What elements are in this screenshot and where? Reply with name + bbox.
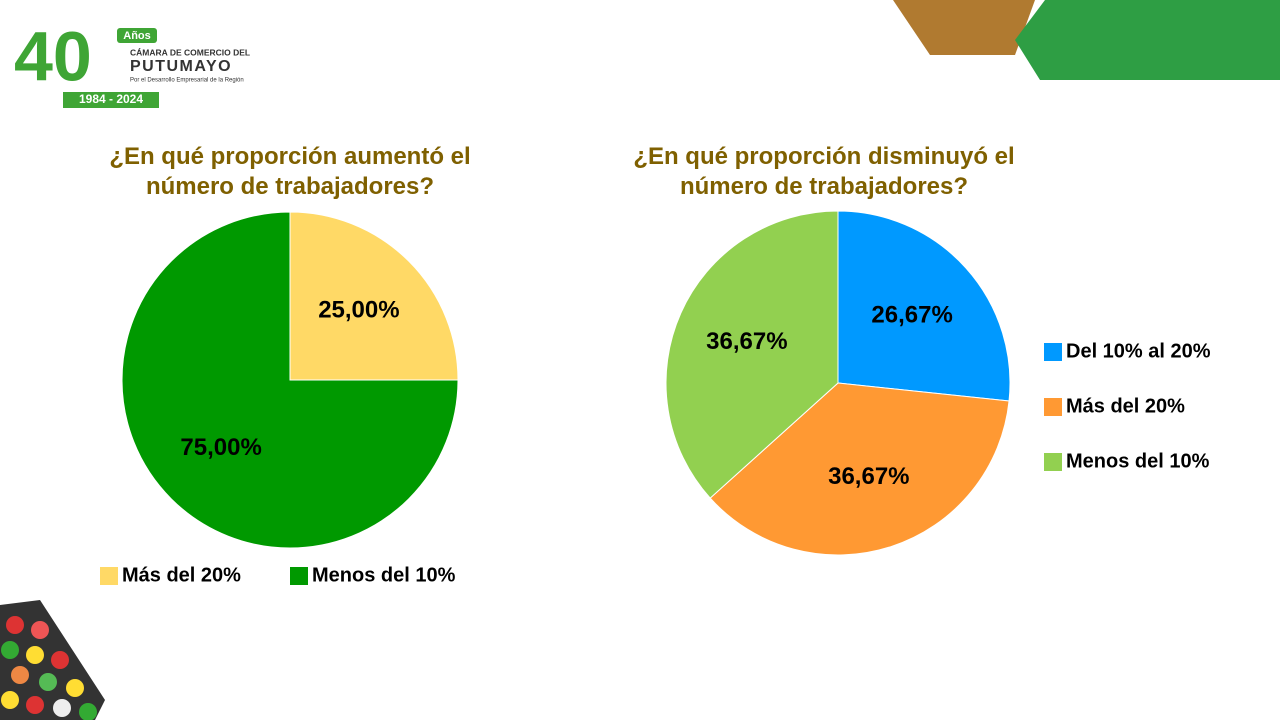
legend-swatch: [1044, 453, 1062, 471]
pie-slice: [121, 211, 459, 549]
legend-label: Más del 20%: [122, 564, 241, 586]
decor-band: [893, 0, 1035, 55]
data-label: 75,00%: [180, 434, 261, 461]
data-label: 36,67%: [828, 463, 909, 490]
logo-period: 1984 - 2024: [79, 92, 143, 106]
pie-slice: [289, 211, 459, 381]
pie-slice: [665, 210, 839, 499]
decor-beads: [0, 600, 105, 720]
legend-swatch: [290, 567, 308, 585]
legend-label: Menos del 10%: [312, 564, 456, 586]
logo-text: CÁMARA DE COMERCIO DEL: [130, 47, 250, 57]
legend-label: Del 10% al 20%: [1066, 340, 1211, 362]
legend-swatch: [100, 567, 118, 585]
legend-swatch: [1044, 398, 1062, 416]
pie-slice: [709, 382, 1010, 556]
data-label: 26,67%: [871, 302, 952, 329]
pie-slice: [837, 210, 1011, 402]
legend-label: Menos del 10%: [1066, 450, 1210, 472]
logo-number: 40: [14, 17, 92, 95]
legend-label: Más del 20%: [1066, 395, 1185, 417]
chart-title: ¿En qué proporción aumentó el número de …: [109, 143, 471, 200]
decor-band: [1015, 0, 1280, 80]
logo-badge: [117, 28, 157, 43]
data-label: 36,67%: [706, 328, 787, 355]
logo-badge: [63, 92, 159, 108]
chart-title: ¿En qué proporción disminuyó el número d…: [633, 143, 1015, 200]
logo-years: Años: [123, 30, 151, 42]
logo-text: PUTUMAYO: [130, 58, 232, 75]
logo: 40 Años CÁMARA DE COMERCIO DEL PUTUMAYO …: [14, 17, 250, 108]
data-label: 25,00%: [318, 296, 399, 323]
logo-text: Por el Desarrollo Empresarial de la Regi…: [130, 78, 244, 84]
legend-swatch: [1044, 343, 1062, 361]
